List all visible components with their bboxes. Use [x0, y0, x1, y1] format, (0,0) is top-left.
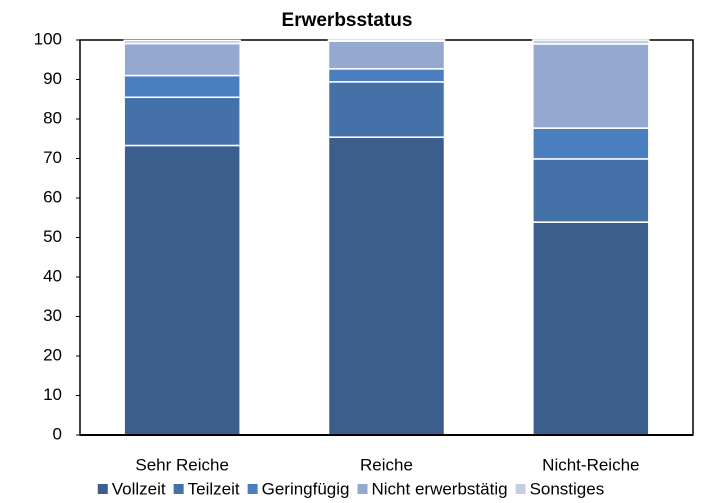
bar-segment	[532, 221, 650, 436]
y-tick-label: 20	[43, 345, 62, 364]
bar-segment	[327, 40, 446, 70]
bar-segment	[532, 127, 650, 160]
bar-segment	[532, 39, 650, 45]
bar-segment	[123, 144, 241, 436]
bar-segment	[123, 74, 241, 99]
legend-label: Vollzeit	[112, 479, 166, 498]
legend-swatch	[97, 484, 108, 494]
legend-swatch	[357, 484, 368, 494]
y-tick-label: 100	[34, 29, 62, 48]
bar-segment	[327, 39, 446, 42]
y-tick-label: 40	[43, 266, 62, 285]
y-tick-label: 70	[43, 148, 62, 167]
chart-title: Erwerbsstatus	[282, 10, 413, 31]
bar-segment	[327, 136, 446, 436]
bar-segment	[532, 43, 650, 129]
y-tick-label: 90	[43, 69, 62, 88]
legend-label: Sonstiges	[530, 479, 605, 498]
legend-label: Nicht erwerbstätig	[372, 479, 508, 498]
legend-label: Geringfügig	[262, 479, 350, 498]
legend-swatch	[173, 484, 184, 494]
x-tick-label: Reiche	[360, 455, 413, 474]
legend-label: Teilzeit	[188, 479, 240, 498]
bar-segment	[123, 39, 241, 45]
legend-swatch	[247, 484, 258, 494]
bar-segment	[532, 158, 650, 223]
bar-segment	[327, 68, 446, 83]
y-tick-label: 0	[53, 424, 62, 443]
y-tick-label: 50	[43, 227, 62, 246]
legend-swatch	[515, 484, 526, 494]
x-tick-label: Nicht-Reiche	[542, 455, 639, 474]
y-tick-label: 60	[43, 187, 62, 206]
bar-segment	[123, 42, 241, 77]
y-tick-label: 10	[43, 385, 62, 404]
x-tick-label: Sehr Reiche	[135, 455, 229, 474]
y-tick-label: 30	[43, 306, 62, 325]
bar-segment	[123, 96, 241, 147]
y-tick-label: 80	[43, 108, 62, 127]
bar-segment	[327, 81, 446, 138]
